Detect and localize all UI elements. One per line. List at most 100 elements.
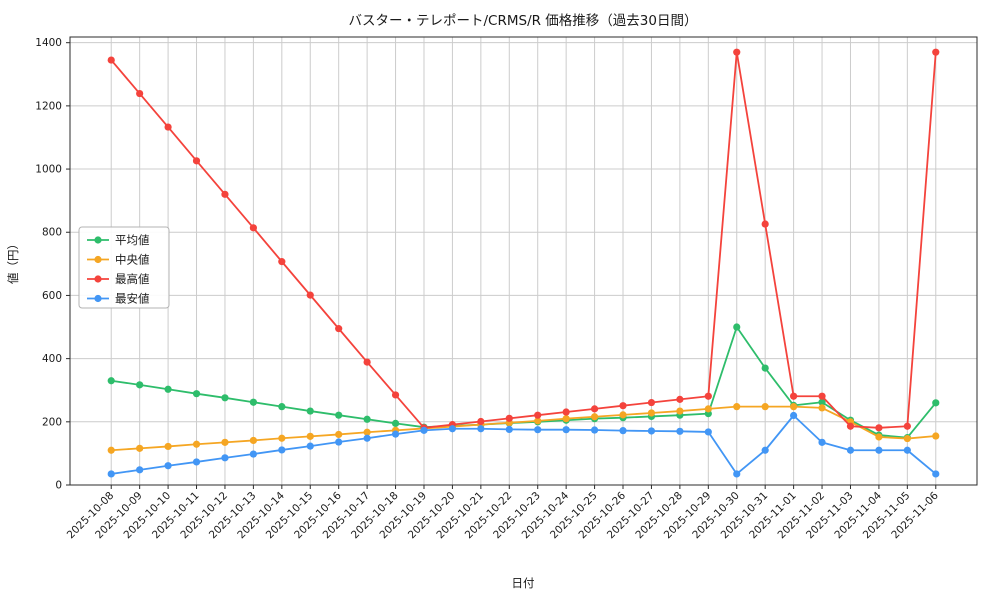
series-point-min xyxy=(136,466,144,474)
series-point-max xyxy=(249,224,257,232)
series-point-min xyxy=(619,427,627,435)
series-point-max xyxy=(136,89,144,98)
series-point-median xyxy=(875,433,883,441)
y-axis-label: 値（円） xyxy=(6,238,20,284)
chart-title: バスター・テレポート/CRMS/R 価格推移（過去30日間） xyxy=(349,13,698,29)
series-point-average xyxy=(278,403,286,411)
series-point-min xyxy=(391,430,400,438)
x-axis-label: 日付 xyxy=(512,576,535,590)
legend-label-average: 平均値 xyxy=(115,233,150,247)
series-point-min xyxy=(164,462,172,470)
series-point-median xyxy=(790,403,798,411)
series-point-average xyxy=(932,399,940,407)
series-point-median xyxy=(704,405,712,413)
series-point-median xyxy=(249,436,257,445)
series-point-min xyxy=(534,426,542,434)
series-point-median xyxy=(136,444,144,452)
series-point-median xyxy=(221,438,229,446)
legend-label-median: 中央値 xyxy=(115,253,150,267)
series-point-max xyxy=(505,414,513,422)
series-point-max xyxy=(590,405,599,413)
series-point-min xyxy=(477,425,485,433)
series-point-median xyxy=(647,409,656,417)
series-point-min xyxy=(875,446,883,454)
series-point-median xyxy=(278,434,286,442)
series-point-max xyxy=(818,392,826,400)
series-point-average xyxy=(306,407,314,415)
series-point-min xyxy=(505,425,513,433)
series-point-max xyxy=(647,398,656,407)
series-point-median xyxy=(192,440,201,448)
series-line-median xyxy=(110,405,937,452)
series-point-min xyxy=(221,454,229,462)
series-point-average xyxy=(107,377,115,385)
series-line-min xyxy=(110,414,937,475)
series-point-median xyxy=(733,403,741,411)
series-point-max xyxy=(761,220,769,228)
series-point-min xyxy=(278,446,286,454)
series-point-median xyxy=(932,432,940,440)
series-point-min xyxy=(192,458,201,466)
series-point-min xyxy=(704,428,712,436)
series-point-average xyxy=(391,419,400,427)
series-point-min xyxy=(448,425,457,433)
y-tick-label: 0 xyxy=(55,480,62,492)
series-point-average xyxy=(363,415,371,423)
y-tick-label: 400 xyxy=(42,353,62,365)
y-tick-label: 1000 xyxy=(35,164,62,176)
series-point-average xyxy=(818,398,826,406)
series-point-max xyxy=(164,123,172,131)
series-point-median xyxy=(164,442,172,451)
series-point-median xyxy=(818,404,826,412)
y-tick-label: 1400 xyxy=(35,37,62,49)
series-point-max xyxy=(107,56,115,64)
series-point-median xyxy=(335,430,343,439)
series-point-average xyxy=(136,381,144,389)
series-point-max xyxy=(562,408,570,416)
series-point-min xyxy=(420,426,428,434)
series-point-max xyxy=(676,395,684,403)
legend-marker-median xyxy=(94,255,102,264)
series-point-max xyxy=(875,424,883,432)
series-point-average xyxy=(733,323,741,331)
series-point-median xyxy=(619,411,627,419)
series-point-average xyxy=(761,364,769,372)
series-point-min xyxy=(761,446,769,454)
series-point-min xyxy=(562,426,570,434)
series-point-max xyxy=(363,358,371,366)
series-point-average xyxy=(249,398,257,406)
series-point-max xyxy=(391,391,400,399)
legend-label-min: 最安値 xyxy=(115,292,150,306)
series-point-average xyxy=(335,411,343,419)
series-point-max xyxy=(846,422,855,430)
y-tick-label: 800 xyxy=(42,227,62,239)
series-point-max xyxy=(704,392,712,400)
legend-marker-min xyxy=(94,294,102,303)
series-point-average xyxy=(221,394,229,402)
series-point-min xyxy=(733,470,741,478)
series-point-median xyxy=(107,446,115,454)
series-point-median xyxy=(590,413,599,421)
legend-box xyxy=(78,226,170,309)
series-point-max xyxy=(477,417,485,426)
y-tick-label: 200 xyxy=(42,416,62,428)
series-point-max xyxy=(192,157,201,165)
series-point-median xyxy=(306,432,314,440)
series-point-max xyxy=(534,411,542,419)
series-point-average xyxy=(192,390,201,398)
series-point-min xyxy=(363,434,371,442)
series-point-average xyxy=(164,385,172,393)
y-tick-label: 600 xyxy=(42,290,62,302)
plot-border xyxy=(69,36,978,486)
series-point-max xyxy=(619,402,627,410)
series-point-min xyxy=(647,427,656,435)
series-point-min xyxy=(306,442,314,450)
series-point-min xyxy=(932,470,940,478)
legend-marker-max xyxy=(94,275,102,283)
series-line-max xyxy=(110,51,937,429)
series-point-median xyxy=(534,417,542,425)
series-point-median xyxy=(903,434,911,443)
series-point-min xyxy=(590,426,599,434)
